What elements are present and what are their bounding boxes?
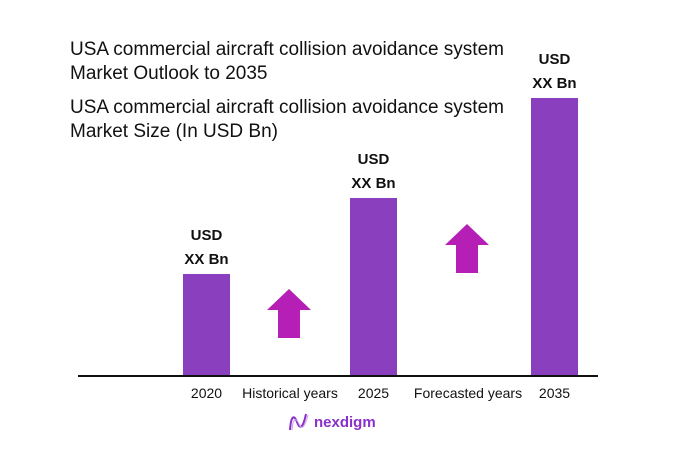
bar-2025: [350, 198, 397, 376]
period-label-forecasted: Forecasted years: [413, 385, 523, 401]
bar-2035: [531, 98, 578, 376]
data-label: USD: [357, 151, 390, 168]
nexdigm-logo: nexdigm: [288, 412, 376, 432]
x-axis-line: [78, 375, 598, 377]
growth-arrow-up-icon: [445, 224, 489, 273]
period-label-historical: Historical years: [242, 385, 338, 401]
growth-arrow-up-icon: [267, 289, 311, 338]
bar-2020: [183, 274, 230, 376]
x-tick-label: 2035: [538, 385, 571, 401]
logo-text: nexdigm: [314, 413, 376, 431]
x-tick-label: 2020: [190, 385, 223, 401]
data-label: XX Bn: [184, 251, 229, 268]
chart-subtitle: USA commercial aircraft collision avoida…: [70, 97, 504, 142]
x-tick-label: 2025: [357, 385, 390, 401]
data-label: USD: [538, 51, 571, 68]
data-label: XX Bn: [532, 75, 577, 92]
chart-title: USA commercial aircraft collision avoida…: [70, 39, 504, 84]
data-label: USD: [190, 227, 223, 244]
data-label: XX Bn: [351, 175, 396, 192]
nexdigm-logo-icon: [289, 413, 309, 431]
